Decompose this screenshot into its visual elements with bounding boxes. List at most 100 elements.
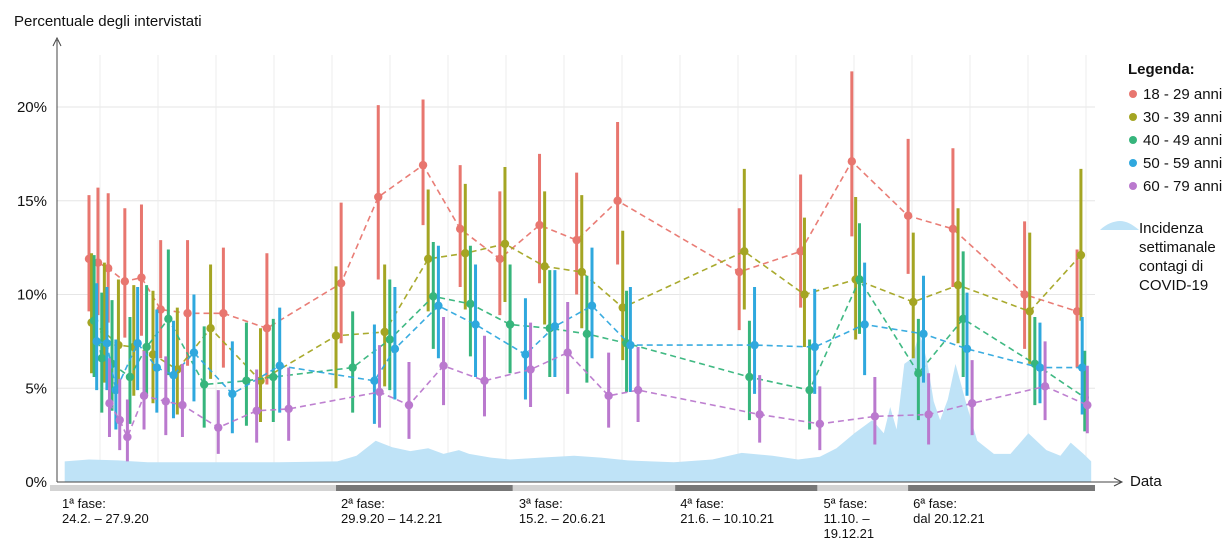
data-point (1025, 307, 1034, 316)
data-point (800, 290, 809, 299)
data-point (92, 337, 101, 346)
data-point (805, 385, 814, 395)
phase-segment (675, 485, 818, 491)
data-point (228, 389, 237, 399)
data-point (755, 410, 764, 419)
data-point (860, 320, 869, 329)
phase-label: 15.2. – 20.6.21 (519, 511, 606, 526)
legend-label: 50 - 59 anni (1143, 155, 1222, 172)
phase-label: 4ª fase: (680, 496, 724, 511)
data-point (161, 397, 170, 406)
data-point (434, 301, 443, 310)
data-point (103, 264, 113, 273)
phase-label: 2ª fase: (341, 496, 385, 511)
data-point (142, 342, 151, 352)
data-point (375, 387, 384, 397)
data-point (582, 329, 592, 339)
data-point (495, 254, 505, 264)
data-point (169, 370, 178, 380)
data-point (909, 297, 918, 307)
data-point (958, 314, 968, 324)
legend-incidence-label-2: settimanale (1139, 239, 1216, 256)
axes (52, 36, 1124, 487)
x-axis-title: Data (1130, 473, 1162, 490)
data-point (1076, 250, 1086, 260)
y-tick-labels: 0% 5% 10% 15% 20% (17, 99, 47, 491)
data-point (967, 399, 977, 408)
data-point (914, 369, 923, 378)
data-point (1040, 382, 1050, 391)
data-point (924, 410, 933, 419)
phase-bar-base (50, 485, 1095, 491)
data-point (199, 380, 209, 389)
incidence-area-shape (64, 332, 1092, 482)
data-point (480, 376, 489, 385)
data-point (115, 415, 124, 425)
data-point (189, 348, 199, 357)
data-point (577, 267, 586, 277)
data-point (855, 275, 864, 284)
legend-label: 40 - 49 anni (1143, 132, 1222, 149)
phase-segment (908, 485, 1095, 491)
y-tick-label: 15% (17, 193, 47, 210)
data-point (455, 224, 465, 234)
data-point (1083, 400, 1092, 410)
data-point (423, 254, 433, 264)
data-point (385, 335, 394, 344)
data-point (252, 406, 261, 415)
data-point (102, 339, 112, 348)
data-point (540, 262, 549, 271)
legend: Legenda: 18 - 29 anni 30 - 39 anni 40 - 49… (1100, 61, 1222, 294)
data-point (633, 385, 643, 395)
data-point (404, 400, 414, 410)
incidence-area (64, 332, 1092, 482)
data-point (471, 320, 480, 329)
data-point (156, 305, 165, 314)
y-tick-label: 10% (17, 287, 47, 304)
legend-label: 60 - 79 anni (1143, 178, 1222, 195)
phase-label: 29.9.20 – 14.2.21 (341, 511, 442, 526)
data-point (97, 354, 106, 363)
data-point (847, 157, 857, 166)
legend-marker (1129, 136, 1137, 144)
y-tick-label: 5% (25, 380, 47, 397)
phase-label: 1ª fase: (62, 496, 106, 511)
data-point (178, 400, 187, 410)
series-18-29anni (84, 71, 1082, 385)
y-axis-title: Percentuale degli intervistati (14, 13, 202, 30)
legend-incidence-swatch (1100, 221, 1139, 230)
data-point (626, 340, 635, 350)
data-point (500, 239, 510, 249)
data-point (390, 344, 400, 354)
data-point (810, 342, 819, 352)
legend-incidence-label-3: contagi di (1139, 258, 1203, 275)
series-40-49anni (89, 223, 1089, 432)
legend-title: Legenda: (1128, 61, 1195, 78)
data-point (466, 299, 475, 309)
data-point (380, 327, 389, 337)
phase-segment (336, 485, 513, 491)
data-point (275, 361, 284, 370)
data-point (521, 350, 530, 359)
data-point (870, 412, 880, 421)
data-point (550, 322, 560, 331)
data-point (219, 309, 228, 318)
data-point (125, 372, 135, 382)
legend-marker (1129, 113, 1137, 121)
data-point (1035, 363, 1045, 372)
data-point (745, 372, 754, 382)
phase-label: 6ª fase: (913, 496, 957, 511)
phase-label: 3ª fase: (519, 496, 563, 511)
data-point (1078, 363, 1087, 372)
phase-label: 21.6. – 10.10.21 (680, 511, 774, 526)
legend-incidence-label-4: COVID-19 (1139, 277, 1208, 294)
data-point (269, 372, 278, 382)
data-point (740, 247, 749, 256)
data-point (1072, 307, 1082, 316)
data-point (139, 391, 149, 400)
data-point (563, 348, 572, 357)
legend-marker (1129, 159, 1137, 167)
phase-label: 19.12.21 (824, 526, 875, 541)
series-60-79anni (105, 302, 1092, 462)
